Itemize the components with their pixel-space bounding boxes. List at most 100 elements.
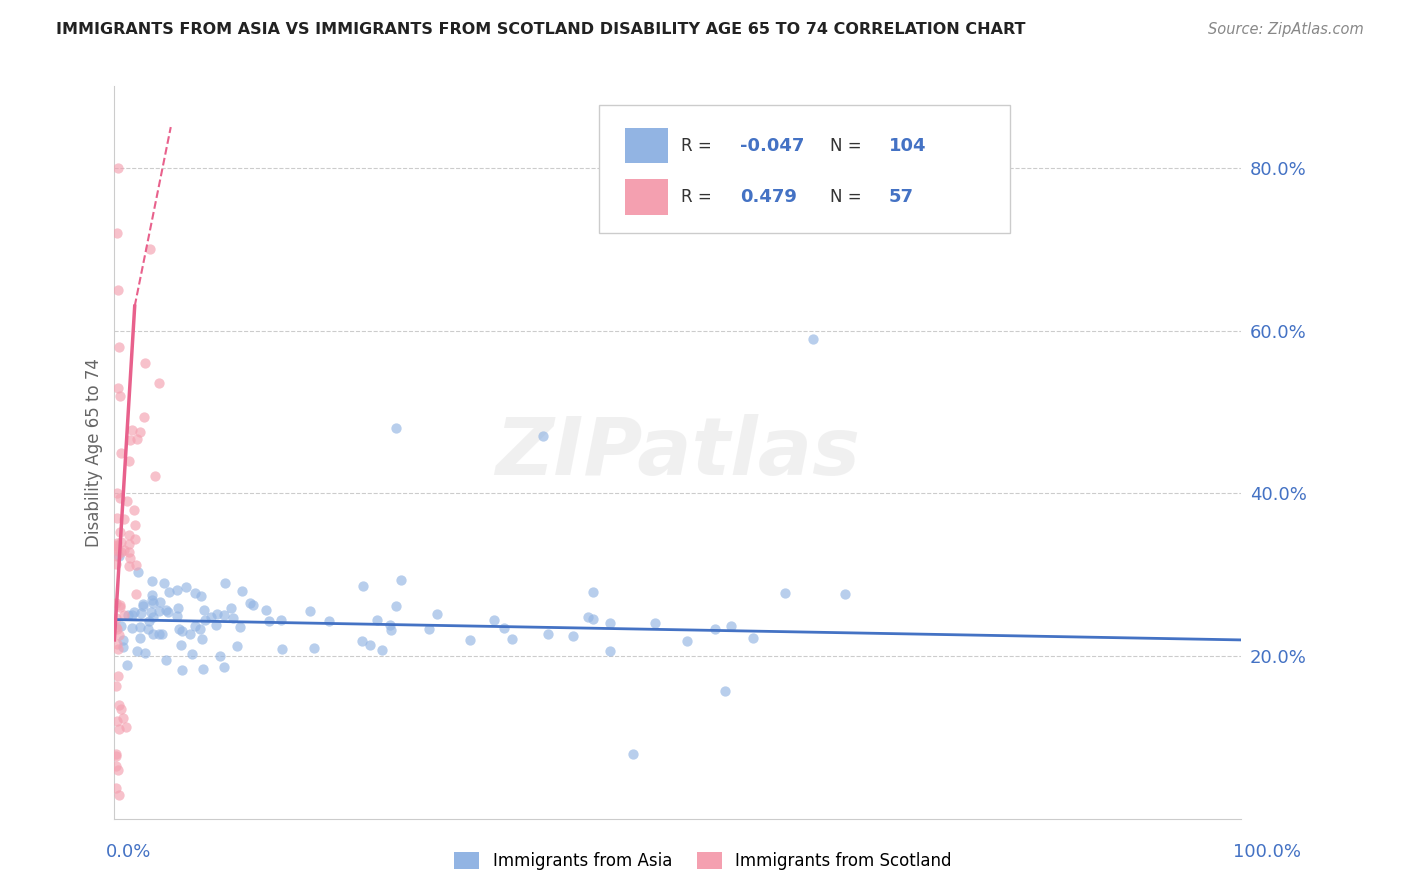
Point xyxy=(104,538,127,552)
Point xyxy=(576,610,599,624)
Point xyxy=(107,788,129,802)
Point xyxy=(127,565,149,579)
Text: Source: ZipAtlas.com: Source: ZipAtlas.com xyxy=(1208,22,1364,37)
Point xyxy=(108,524,131,539)
Point xyxy=(179,626,201,640)
Point xyxy=(494,621,516,635)
Point xyxy=(389,573,412,587)
Point xyxy=(370,643,392,657)
Point xyxy=(366,613,388,627)
Point xyxy=(582,612,605,626)
Point xyxy=(112,512,135,526)
Bar xyxy=(624,179,668,215)
Point xyxy=(621,747,644,761)
Point xyxy=(107,549,129,564)
Text: -0.047: -0.047 xyxy=(740,136,804,154)
Point xyxy=(105,485,128,500)
Point xyxy=(148,604,170,618)
Point xyxy=(181,647,204,661)
Point xyxy=(536,627,558,641)
Point xyxy=(141,588,163,602)
Point xyxy=(136,623,159,637)
Point xyxy=(191,662,214,676)
Point xyxy=(125,432,148,446)
Text: R =: R = xyxy=(682,188,717,206)
Point xyxy=(801,332,824,346)
Point xyxy=(139,242,162,256)
Point xyxy=(257,615,280,629)
Point xyxy=(105,596,128,610)
Point xyxy=(104,539,127,553)
Point xyxy=(167,601,190,615)
Point xyxy=(112,632,135,647)
FancyBboxPatch shape xyxy=(599,104,1011,233)
Point xyxy=(141,593,163,607)
Text: ZIPatlas: ZIPatlas xyxy=(495,414,860,491)
Point xyxy=(155,603,177,617)
Point xyxy=(352,579,374,593)
Point xyxy=(121,423,143,437)
Point xyxy=(112,711,135,725)
Point xyxy=(104,759,127,773)
Point xyxy=(599,643,621,657)
Point xyxy=(242,599,264,613)
Point xyxy=(231,584,253,599)
Point xyxy=(124,532,146,546)
Text: R =: R = xyxy=(682,136,717,154)
Point xyxy=(105,535,128,549)
Point xyxy=(107,544,129,558)
Point xyxy=(501,632,523,646)
Point xyxy=(110,702,132,716)
Point xyxy=(226,639,249,653)
Point xyxy=(105,623,128,637)
Point xyxy=(104,749,127,764)
Point xyxy=(170,663,193,677)
Point xyxy=(105,714,128,729)
Point xyxy=(148,376,170,390)
Point xyxy=(484,613,506,627)
Point xyxy=(107,669,129,683)
Point xyxy=(229,620,252,634)
Point xyxy=(118,545,141,559)
Y-axis label: Disability Age 65 to 74: Disability Age 65 to 74 xyxy=(86,359,103,547)
Point xyxy=(426,607,449,622)
Point xyxy=(117,658,139,673)
Point xyxy=(124,587,146,601)
Point xyxy=(143,469,166,483)
Point xyxy=(134,410,156,425)
Point xyxy=(104,611,127,625)
Point xyxy=(304,641,326,656)
Point xyxy=(298,604,321,618)
Point xyxy=(118,528,141,542)
Point xyxy=(104,679,127,693)
Point xyxy=(704,622,727,636)
Point xyxy=(122,502,145,516)
Point xyxy=(254,602,277,616)
Point xyxy=(118,536,141,550)
Point xyxy=(134,356,156,370)
Point xyxy=(380,624,402,638)
Point xyxy=(148,626,170,640)
Point xyxy=(222,611,245,625)
Text: N =: N = xyxy=(830,136,868,154)
Text: N =: N = xyxy=(830,188,868,206)
Point xyxy=(174,580,197,594)
Point xyxy=(139,605,162,619)
Point xyxy=(110,491,132,505)
Point xyxy=(531,429,554,443)
Text: 0.479: 0.479 xyxy=(740,188,797,206)
Text: 0.0%: 0.0% xyxy=(105,843,150,861)
Point xyxy=(108,389,131,403)
Point xyxy=(120,551,142,566)
Point xyxy=(107,641,129,656)
Point xyxy=(138,614,160,628)
Point xyxy=(107,763,129,777)
Point xyxy=(582,585,605,599)
Point xyxy=(458,632,481,647)
Point xyxy=(675,634,697,648)
Point xyxy=(644,615,666,630)
Point xyxy=(112,543,135,558)
Point xyxy=(104,747,127,761)
Point xyxy=(212,660,235,674)
Point xyxy=(385,599,408,614)
